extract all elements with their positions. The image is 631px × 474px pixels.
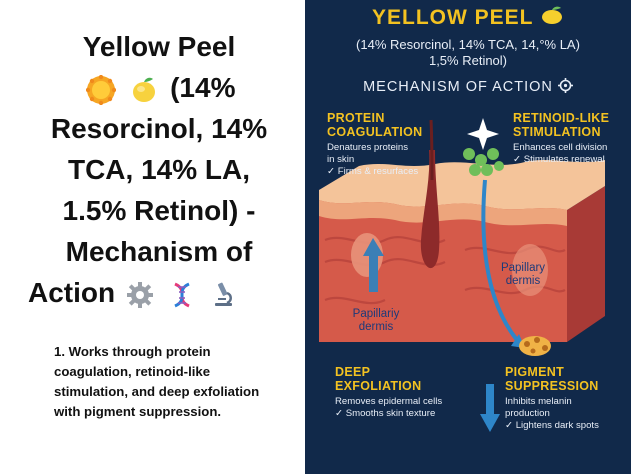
molecule-cluster-icon bbox=[463, 148, 504, 176]
papillary-left-line-2: dermis bbox=[358, 321, 394, 333]
pigment-heading-1: PIGMENT bbox=[505, 365, 565, 379]
infographic-subtitle-line-2: 1,5% Retinol) bbox=[428, 53, 508, 68]
arrow-up-icon bbox=[363, 238, 384, 292]
papillary-right-line-2: dermis bbox=[505, 275, 541, 287]
title-line-4: TCA, 14% LA, bbox=[67, 154, 251, 185]
dna-emoji-icon bbox=[173, 282, 190, 307]
exfoliation-desc-1: Removes epidermal cells bbox=[335, 396, 443, 407]
papillary-dermis-label-left: Papillariy dermis bbox=[341, 308, 411, 334]
exfoliation-heading-1: DEEP bbox=[335, 365, 371, 379]
retinoid-heading-2: STIMULATION bbox=[513, 124, 601, 139]
sparkle-icon bbox=[467, 118, 499, 150]
gear-icon bbox=[557, 78, 573, 93]
protein-heading-2: COAGULATION bbox=[327, 124, 423, 139]
pigment-check: ✓ Lightens dark spots bbox=[505, 419, 599, 431]
mechanism-heading-text: MECHANISM OF ACTION bbox=[363, 79, 553, 95]
retinoid-desc-1: Enhances cell division bbox=[513, 142, 608, 153]
protein-check: ✓ Firms & resurfaces bbox=[327, 165, 419, 177]
bullet-point: 1. Works through protein coagulation, re… bbox=[54, 344, 260, 419]
lemon-icon bbox=[541, 6, 562, 24]
title-line-3: Resorcinol, 14% bbox=[50, 113, 268, 144]
dermis-layer bbox=[319, 187, 567, 342]
title-line-2: (14% bbox=[28, 67, 290, 108]
microscope-emoji-icon bbox=[215, 282, 233, 306]
skin-surface bbox=[319, 160, 605, 210]
section-deep-exfoliation: DEEP EXFOLIATION Removes epidermal cells… bbox=[335, 365, 475, 420]
gear-emoji-icon bbox=[126, 281, 153, 308]
epidermis-band bbox=[319, 200, 567, 226]
infographic-subtitle-line-1: (14% Resorcinol, 14% TCA, 14,°% LA) bbox=[356, 37, 580, 52]
infographic-panel: YELLOW PEEL (14% Resorcinol, 14% TCA, 14… bbox=[305, 0, 631, 474]
pigment-heading-2: SUPPRESSION bbox=[505, 378, 599, 393]
pigment-desc-1: Inhibits melanin bbox=[505, 396, 572, 407]
pigment-desc-2: production bbox=[505, 407, 550, 419]
hair-follicle bbox=[420, 150, 440, 269]
infographic-title: YELLOW PEEL bbox=[305, 6, 631, 30]
slide-text-panel: Yellow Peel bbox=[0, 0, 305, 474]
lemon-emoji-icon bbox=[133, 77, 156, 102]
sun-emoji-icon bbox=[85, 74, 116, 105]
skin-block-side bbox=[567, 186, 605, 342]
exfoliation-heading-2: EXFOLIATION bbox=[335, 378, 422, 393]
exfoliation-check: ✓ Smooths skin texture bbox=[335, 407, 436, 419]
mechanism-heading: MECHANISM OF ACTION bbox=[305, 78, 631, 95]
title-line-7: Action bbox=[28, 272, 290, 313]
title-line-5: 1.5% Retinol) - bbox=[62, 195, 256, 226]
slide-title: Yellow Peel bbox=[28, 26, 290, 313]
title-line-6: Mechanism of bbox=[65, 236, 253, 267]
section-retinoid-stimulation: RETINOID-LIKE STIMULATION Enhances cell … bbox=[513, 111, 629, 166]
papillary-left-line-1: Papillariy bbox=[352, 308, 400, 320]
protein-desc-2: in skin bbox=[327, 153, 355, 165]
papillary-dermis-label-right: Papillary dermis bbox=[491, 262, 555, 288]
retinoid-check: ✓ Stimulates renewal bbox=[513, 153, 605, 165]
title-line-7-text: Action bbox=[28, 277, 116, 308]
protein-heading-1: PROTEIN bbox=[327, 111, 385, 125]
section-protein-coagulation: PROTEIN COAGULATION Denatures proteins i… bbox=[327, 111, 447, 178]
section-pigment-suppression: PIGMENT SUPPRESSION Inhibits melanin pro… bbox=[505, 365, 627, 432]
infographic-title-text: YELLOW PEEL bbox=[372, 6, 534, 29]
papillary-right-line-1: Papillary bbox=[500, 262, 546, 274]
title-line-2-text: (14% bbox=[170, 72, 236, 103]
retinoid-heading-1: RETINOID-LIKE bbox=[513, 111, 610, 125]
title-line-1: Yellow Peel bbox=[82, 31, 236, 62]
protein-desc-1: Denatures proteins bbox=[327, 142, 409, 153]
pigment-cluster-icon bbox=[519, 336, 551, 356]
skin-cross-section-illustration bbox=[305, 0, 631, 474]
curved-arrow bbox=[481, 179, 519, 342]
arrow-down-icon bbox=[480, 384, 500, 432]
